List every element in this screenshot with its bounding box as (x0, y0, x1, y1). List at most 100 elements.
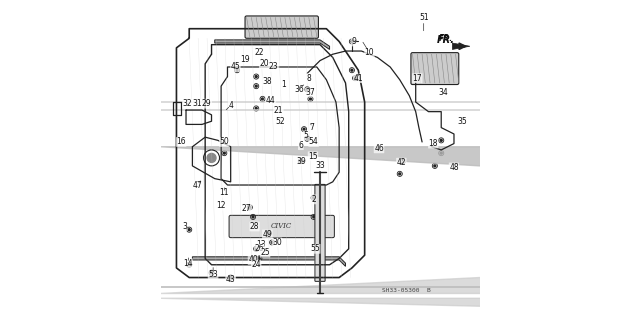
Polygon shape (215, 40, 330, 49)
Text: 37: 37 (305, 88, 316, 97)
Text: 40: 40 (248, 256, 258, 264)
Circle shape (259, 257, 260, 259)
FancyBboxPatch shape (245, 16, 319, 38)
Text: 29: 29 (202, 99, 212, 108)
FancyBboxPatch shape (411, 53, 459, 85)
Text: 46: 46 (374, 144, 384, 153)
Circle shape (252, 216, 254, 218)
Circle shape (351, 69, 353, 71)
Text: CIVIC: CIVIC (271, 222, 292, 231)
Polygon shape (161, 249, 640, 287)
Text: 7: 7 (310, 123, 314, 132)
Circle shape (255, 108, 257, 109)
Circle shape (310, 98, 312, 100)
Circle shape (268, 232, 270, 234)
Text: 21: 21 (274, 106, 284, 115)
Text: 5: 5 (303, 131, 308, 140)
Text: 20: 20 (259, 59, 269, 68)
Text: 45: 45 (230, 63, 241, 71)
Text: 11: 11 (220, 189, 229, 197)
Circle shape (300, 160, 302, 162)
Text: 53: 53 (208, 270, 218, 279)
Circle shape (188, 264, 190, 266)
Text: 55: 55 (310, 244, 320, 253)
Text: 49: 49 (262, 230, 272, 239)
Text: 18: 18 (429, 139, 438, 148)
Text: 30: 30 (272, 238, 282, 247)
Polygon shape (452, 43, 470, 49)
Text: 52: 52 (275, 117, 285, 126)
Circle shape (307, 138, 308, 140)
Circle shape (255, 248, 257, 250)
Text: 12: 12 (216, 201, 226, 210)
Text: 43: 43 (226, 275, 236, 284)
Text: 26: 26 (255, 244, 264, 253)
Text: 3: 3 (182, 222, 187, 231)
Polygon shape (161, 110, 640, 124)
Circle shape (307, 88, 308, 90)
FancyBboxPatch shape (229, 215, 334, 238)
Text: 42: 42 (397, 158, 406, 167)
Text: 31: 31 (193, 99, 202, 108)
Circle shape (255, 76, 257, 78)
Text: 17: 17 (413, 74, 422, 83)
Text: 41: 41 (353, 74, 363, 83)
Text: 44: 44 (266, 96, 275, 105)
Text: 32: 32 (183, 99, 193, 108)
Text: 6: 6 (298, 141, 303, 150)
Circle shape (211, 272, 212, 274)
Text: 38: 38 (262, 77, 272, 86)
Text: 28: 28 (250, 222, 259, 231)
Text: 14: 14 (183, 259, 193, 268)
Text: 33: 33 (315, 161, 325, 170)
Text: FR.: FR. (437, 35, 455, 45)
Text: 35: 35 (457, 117, 467, 126)
Polygon shape (161, 137, 640, 182)
Circle shape (440, 152, 442, 154)
Circle shape (236, 69, 238, 71)
Circle shape (354, 77, 356, 79)
Text: 27: 27 (242, 204, 252, 213)
Polygon shape (193, 257, 346, 266)
Circle shape (313, 197, 315, 199)
Text: 23: 23 (269, 63, 278, 71)
Text: 15: 15 (308, 152, 318, 161)
Text: 19: 19 (240, 55, 250, 63)
Text: 34: 34 (438, 88, 448, 97)
Circle shape (434, 165, 436, 167)
Text: 10: 10 (365, 48, 374, 57)
Text: 9: 9 (351, 37, 356, 46)
Circle shape (262, 98, 264, 100)
Text: 39: 39 (296, 157, 306, 166)
Text: 48: 48 (449, 163, 459, 172)
Circle shape (249, 206, 251, 208)
Text: 16: 16 (177, 137, 186, 146)
Text: SH33-05300  B: SH33-05300 B (382, 288, 431, 293)
Text: 36: 36 (294, 85, 304, 94)
Circle shape (271, 241, 273, 243)
Circle shape (440, 139, 442, 141)
Circle shape (255, 85, 257, 87)
Text: 25: 25 (260, 248, 270, 257)
Text: 47: 47 (192, 181, 202, 189)
Text: 4: 4 (228, 101, 233, 110)
Text: 8: 8 (307, 74, 311, 83)
FancyBboxPatch shape (315, 184, 325, 281)
Circle shape (188, 229, 190, 231)
Polygon shape (161, 268, 640, 293)
Circle shape (223, 152, 225, 154)
Text: 22: 22 (255, 48, 264, 57)
Text: 54: 54 (308, 137, 319, 146)
Polygon shape (161, 102, 640, 115)
Circle shape (207, 153, 216, 162)
Polygon shape (161, 298, 640, 306)
Text: 50: 50 (220, 137, 229, 146)
Text: 2: 2 (311, 195, 316, 204)
Text: 13: 13 (256, 240, 266, 249)
Circle shape (313, 216, 315, 218)
Circle shape (402, 160, 404, 162)
Circle shape (230, 277, 232, 278)
Circle shape (399, 173, 401, 175)
Text: 51: 51 (419, 13, 429, 22)
Text: FR.: FR. (439, 34, 453, 43)
